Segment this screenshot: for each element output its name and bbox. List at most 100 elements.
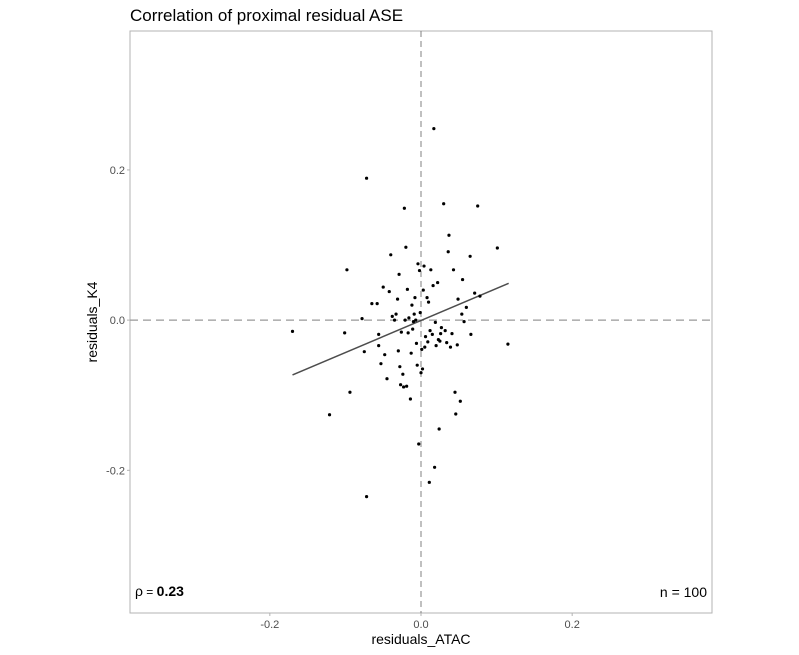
- chart-title: Correlation of proximal residual ASE: [130, 6, 403, 25]
- fit-line-group: [292, 282, 509, 376]
- data-point: [343, 331, 347, 335]
- rho-value: 0.23: [157, 583, 184, 599]
- data-point: [417, 442, 421, 446]
- data-point: [426, 340, 430, 344]
- data-point: [415, 363, 419, 367]
- data-point: [431, 283, 435, 288]
- data-point: [390, 314, 394, 318]
- data-point: [364, 495, 369, 499]
- data-point: [406, 331, 410, 335]
- y-tick-label: 0.2: [110, 165, 125, 177]
- data-point: [379, 362, 383, 366]
- data-point: [418, 311, 422, 315]
- data-point: [327, 413, 332, 417]
- data-point: [443, 329, 447, 333]
- rho-annotation: ρ = 0.23: [135, 583, 184, 599]
- data-point: [428, 329, 432, 333]
- data-point: [401, 372, 405, 376]
- data-point: [395, 297, 400, 301]
- data-point: [402, 206, 406, 210]
- data-point: [445, 341, 449, 345]
- data-point: [462, 320, 466, 324]
- rho-equals: =: [143, 585, 157, 599]
- data-point: [425, 295, 429, 300]
- data-point: [411, 327, 415, 331]
- data-point: [476, 204, 480, 208]
- data-point: [405, 384, 409, 388]
- data-point: [439, 326, 444, 330]
- data-point: [442, 202, 446, 206]
- data-point: [412, 312, 416, 316]
- data-point: [427, 480, 431, 484]
- data-point: [460, 312, 464, 316]
- data-point: [414, 341, 419, 346]
- data-point: [362, 350, 366, 354]
- data-point: [408, 397, 413, 401]
- data-point: [446, 250, 450, 254]
- data-point: [389, 253, 393, 257]
- rho-symbol: ρ: [135, 583, 143, 599]
- data-point: [506, 342, 510, 346]
- data-point: [438, 339, 442, 343]
- data-point: [370, 302, 374, 306]
- data-point: [456, 297, 460, 301]
- reference-lines: [130, 31, 712, 613]
- data-point: [413, 295, 417, 300]
- data-point: [414, 318, 418, 322]
- y-tick-label: -0.2: [106, 465, 125, 477]
- data-point: [402, 385, 406, 389]
- data-point: [360, 317, 364, 321]
- data-point: [377, 344, 381, 348]
- data-point: [375, 302, 379, 306]
- data-point: [450, 332, 454, 336]
- data-point: [429, 268, 433, 272]
- data-point: [423, 335, 428, 339]
- data-point: [433, 320, 437, 324]
- data-point: [381, 285, 385, 289]
- data-point: [434, 344, 438, 348]
- data-point: [423, 345, 427, 349]
- data-point: [410, 303, 414, 307]
- data-point: [419, 371, 423, 375]
- data-point: [421, 288, 425, 292]
- data-point: [416, 262, 420, 266]
- x-tick-label: -0.2: [260, 619, 279, 631]
- data-point: [469, 332, 473, 336]
- data-point: [397, 272, 401, 276]
- data-point: [473, 291, 477, 295]
- data-point: [392, 318, 397, 322]
- data-point: [439, 332, 443, 336]
- data-point: [430, 332, 434, 336]
- data-point: [404, 245, 408, 249]
- data-point: [407, 316, 411, 320]
- data-point: [455, 343, 459, 347]
- y-tick-label: 0.0: [110, 315, 125, 327]
- data-point: [409, 351, 413, 355]
- data-point: [398, 383, 403, 387]
- data-point: [433, 465, 437, 469]
- points-group: [290, 127, 510, 499]
- data-point: [464, 305, 468, 309]
- data-point: [377, 332, 381, 336]
- data-point: [348, 390, 352, 394]
- data-point: [383, 353, 387, 357]
- data-point: [436, 280, 440, 285]
- data-point: [432, 127, 436, 131]
- x-tick-label: 0.0: [413, 619, 428, 631]
- data-point: [426, 300, 431, 304]
- n-annotation: n = 100: [660, 584, 707, 600]
- data-point: [398, 365, 402, 369]
- x-axis-title: residuals_ATAC: [371, 631, 470, 647]
- data-point: [420, 367, 425, 371]
- data-point: [453, 390, 457, 394]
- data-point: [290, 329, 295, 333]
- data-point: [495, 246, 499, 250]
- y-ticks: -0.2 0.0 0.2: [106, 165, 130, 477]
- data-point: [448, 345, 453, 349]
- regression-line: [292, 282, 509, 376]
- data-point: [387, 289, 391, 294]
- data-point: [437, 427, 441, 431]
- data-point: [385, 377, 389, 381]
- y-axis-title: residuals_K4: [84, 281, 100, 362]
